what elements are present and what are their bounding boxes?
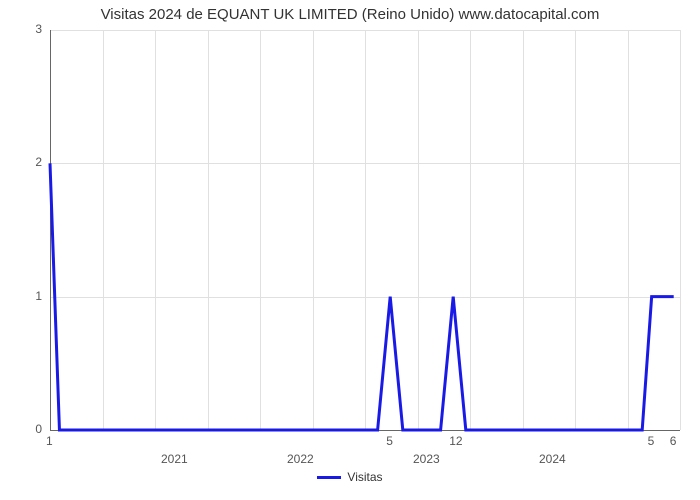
chart-title: Visitas 2024 de EQUANT UK LIMITED (Reino… (0, 6, 700, 23)
y-tick-label: 0 (35, 422, 42, 436)
x-year-label: 2024 (539, 452, 566, 466)
plot-area (50, 30, 680, 430)
x-point-label: 5 (386, 434, 393, 448)
x-point-label: 12 (449, 434, 462, 448)
x-point-label: 6 (670, 434, 677, 448)
x-year-label: 2023 (413, 452, 440, 466)
y-tick-label: 1 (35, 289, 42, 303)
gridline-vertical (680, 30, 681, 430)
x-year-label: 2021 (161, 452, 188, 466)
series-line (50, 30, 680, 432)
legend-label: Visitas (347, 470, 382, 484)
x-point-label: 5 (648, 434, 655, 448)
y-tick-label: 2 (35, 155, 42, 169)
legend: Visitas (0, 470, 700, 484)
x-year-label: 2022 (287, 452, 314, 466)
legend-swatch (317, 476, 341, 479)
x-point-label: 1 (46, 434, 53, 448)
line-chart: Visitas 2024 de EQUANT UK LIMITED (Reino… (0, 0, 700, 500)
y-tick-label: 3 (35, 22, 42, 36)
